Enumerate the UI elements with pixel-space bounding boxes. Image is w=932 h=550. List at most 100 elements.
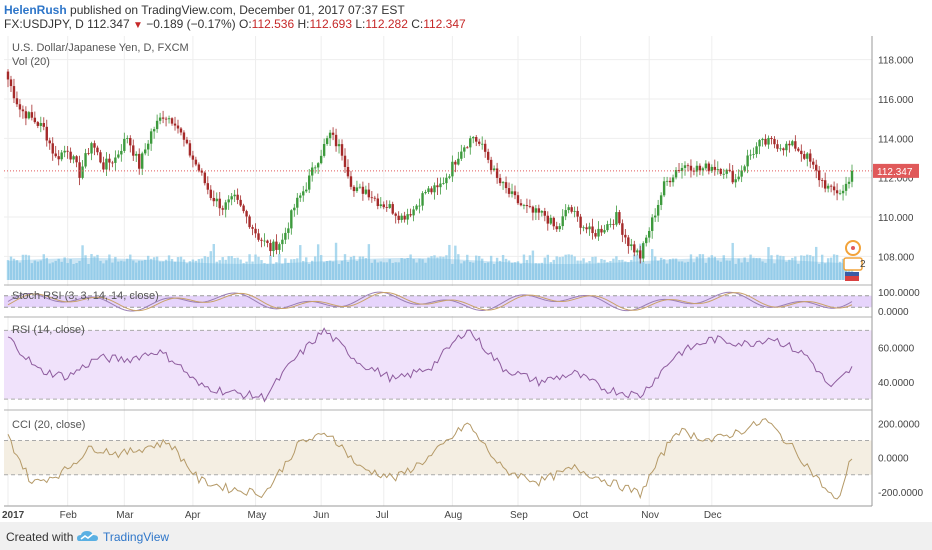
candle-body bbox=[758, 140, 761, 147]
candle-body bbox=[835, 190, 839, 194]
candle-body bbox=[543, 211, 547, 216]
last-price-value: 112.347 bbox=[87, 17, 130, 31]
candle-body bbox=[343, 155, 347, 167]
candle-body bbox=[686, 165, 690, 167]
volume-bar bbox=[275, 262, 278, 280]
volume-bar bbox=[782, 256, 785, 280]
volume-bar bbox=[212, 244, 215, 280]
candle-body bbox=[555, 226, 558, 230]
volume-bar bbox=[460, 263, 463, 280]
stoch-title: Stoch RSI (3, 3, 14, 14, close) bbox=[12, 290, 159, 302]
candle-body bbox=[823, 180, 827, 189]
volume-bar bbox=[603, 259, 606, 280]
candle-body bbox=[588, 226, 591, 230]
candle-body bbox=[21, 109, 25, 112]
candle-body bbox=[430, 188, 433, 193]
volume-bar bbox=[290, 259, 293, 280]
candle-body bbox=[624, 234, 627, 238]
candle-body bbox=[469, 138, 472, 148]
candle-body bbox=[188, 143, 192, 156]
candle-body bbox=[30, 112, 34, 118]
candle-body bbox=[161, 117, 165, 119]
candle-body bbox=[701, 168, 705, 171]
candle-body bbox=[409, 214, 412, 216]
volume-bar bbox=[525, 259, 529, 280]
volume-bar bbox=[84, 255, 87, 280]
y-axis[interactable]: 118.000 116.000 114.000 112.000 110.000 108.0… bbox=[878, 56, 923, 499]
price-pane[interactable]: U.S. Dollar/Japanese Yen, D, FXCM Vol (2… bbox=[4, 36, 872, 506]
stoch-k-line bbox=[7, 291, 853, 312]
candle-body bbox=[710, 166, 714, 172]
rsi-pane[interactable]: RSI (14, close) bbox=[4, 324, 872, 403]
candle-body bbox=[755, 146, 758, 155]
volume-bar bbox=[695, 256, 699, 280]
volume-bar bbox=[269, 255, 272, 280]
candle-body bbox=[143, 149, 147, 154]
volume-bar bbox=[767, 247, 770, 280]
candle-body bbox=[126, 137, 129, 139]
cci-pane[interactable]: CCI (20, close) bbox=[4, 418, 872, 500]
candle-body bbox=[138, 153, 141, 169]
volume-bar bbox=[645, 263, 648, 280]
events-badge-icon[interactable] bbox=[843, 257, 863, 271]
volume-bar bbox=[170, 259, 174, 280]
author-link[interactable]: HelenRush bbox=[4, 3, 67, 17]
candle-body bbox=[713, 166, 717, 170]
volume-bar bbox=[272, 263, 275, 280]
candle-body bbox=[519, 203, 523, 206]
candle-body bbox=[633, 244, 636, 253]
volume-bar bbox=[543, 257, 547, 280]
volume-bar bbox=[582, 258, 585, 280]
x-axis[interactable]: 2017 Feb Mar Apr May Jun Jul Aug Sep Oct Nov Dec bbox=[2, 510, 722, 521]
candle-body bbox=[457, 158, 460, 165]
volume-bar bbox=[633, 254, 636, 280]
volume-bar bbox=[832, 254, 836, 280]
candle-body bbox=[564, 210, 567, 217]
x-tick-label: Jun bbox=[313, 510, 329, 521]
trading-chart[interactable]: U.S. Dollar/Japanese Yen, D, FXCM Vol (2… bbox=[0, 36, 932, 522]
tradingview-brand[interactable]: TradingView bbox=[103, 530, 170, 544]
candle-body bbox=[785, 143, 788, 151]
candle-body bbox=[800, 150, 803, 155]
candle-body bbox=[671, 177, 675, 183]
candle-body bbox=[316, 163, 320, 168]
volume-bar bbox=[266, 263, 269, 280]
tradingview-cloud-icon[interactable] bbox=[76, 529, 100, 543]
candle-body bbox=[269, 243, 272, 252]
volume-bar bbox=[761, 261, 764, 280]
volume-bar bbox=[176, 257, 180, 280]
volume-bar bbox=[794, 256, 797, 280]
volume-bar bbox=[561, 256, 564, 280]
candle-body bbox=[570, 207, 573, 212]
volume-bar bbox=[630, 259, 633, 280]
candle-body bbox=[194, 159, 198, 165]
candle-body bbox=[302, 191, 305, 196]
volume-bar bbox=[191, 259, 195, 280]
candle-body bbox=[483, 143, 487, 152]
volume-bar bbox=[361, 256, 365, 280]
volume-bar bbox=[510, 262, 514, 280]
candle-body bbox=[600, 228, 603, 233]
candle-body bbox=[403, 215, 406, 220]
y-tick-label: 60.0000 bbox=[878, 344, 915, 355]
candle-body bbox=[397, 215, 400, 220]
stoch-rsi-pane[interactable]: Stoch RSI (3, 3, 14, 14, close) bbox=[4, 286, 872, 316]
volume-bar bbox=[316, 244, 320, 280]
volume-bar bbox=[123, 261, 126, 280]
volume-bar bbox=[850, 263, 854, 280]
candle-body bbox=[135, 153, 138, 156]
volume-bar bbox=[120, 260, 123, 280]
candle-body bbox=[442, 183, 445, 184]
volume-bar bbox=[445, 255, 448, 280]
volume-bar bbox=[382, 262, 385, 280]
candle-body bbox=[328, 132, 332, 139]
volume-bar bbox=[800, 255, 803, 280]
candle-body bbox=[832, 186, 836, 191]
candle-body bbox=[466, 147, 469, 149]
volume-bar bbox=[546, 254, 550, 280]
candle-body bbox=[645, 237, 648, 244]
candle-body bbox=[498, 177, 502, 184]
event-markers[interactable]: 2 bbox=[843, 240, 866, 281]
volume-bar bbox=[81, 245, 84, 280]
volume-bar bbox=[328, 260, 332, 280]
